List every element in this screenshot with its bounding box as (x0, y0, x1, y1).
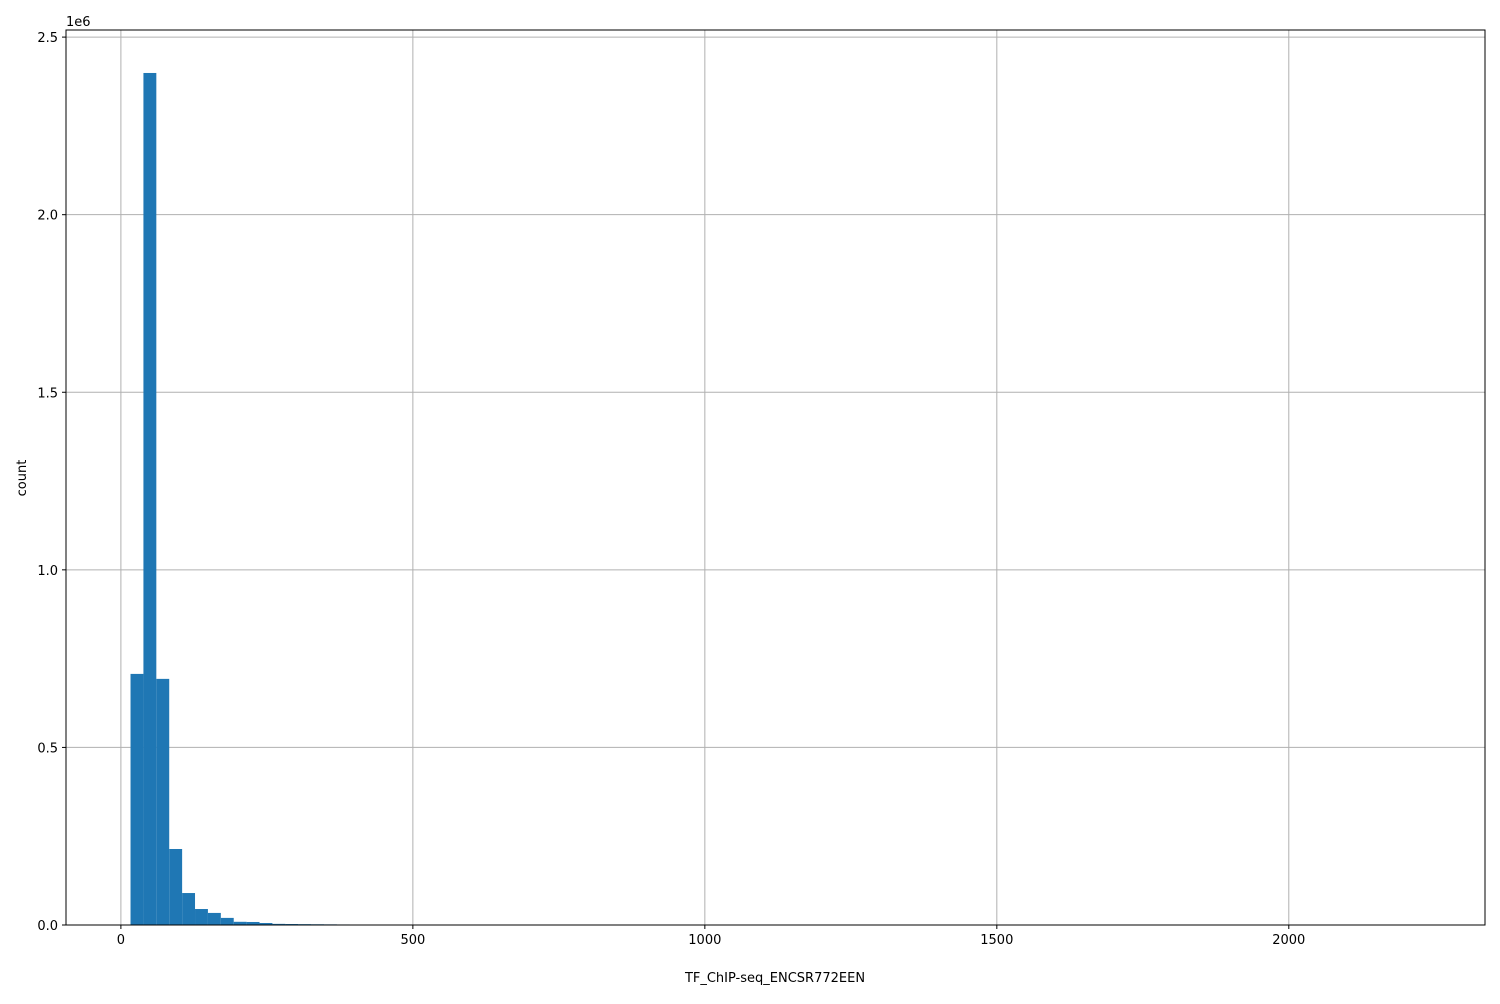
x-axis-label: TF_ChIP-seq_ENCSR772EEN (684, 971, 865, 986)
y-tick-label: 2.0 (37, 209, 58, 224)
histogram-bar (169, 849, 182, 925)
grid (66, 30, 1485, 925)
y-tick-label: 1.0 (37, 564, 58, 579)
x-tick-label: 1500 (980, 933, 1013, 948)
axes-frame (66, 30, 1485, 925)
y-axis-label: count (15, 460, 30, 497)
y-offset-label: 1e6 (66, 15, 91, 30)
y-tick-label: 2.5 (37, 31, 58, 46)
y-tick-label: 0.5 (37, 741, 58, 756)
x-tick-label: 2000 (1272, 933, 1305, 948)
histogram-bar (131, 674, 144, 925)
histogram-bar (195, 909, 208, 925)
histogram-bar (208, 913, 221, 925)
histogram-bar (221, 918, 234, 925)
axes: 0 500 1000 1500 2000 0.0 0.5 1.0 1.5 2.0 2.5 (37, 30, 1485, 948)
x-tick-label: 1000 (688, 933, 721, 948)
histogram-bars (131, 73, 1421, 925)
y-tick-label: 0.0 (37, 919, 58, 934)
y-tick-label: 1.5 (37, 386, 58, 401)
histogram-bar (143, 73, 156, 925)
x-tick-label: 0 (117, 933, 125, 948)
histogram-bar (156, 679, 169, 925)
histogram-bar (182, 893, 195, 925)
x-tick-label: 500 (400, 933, 425, 948)
